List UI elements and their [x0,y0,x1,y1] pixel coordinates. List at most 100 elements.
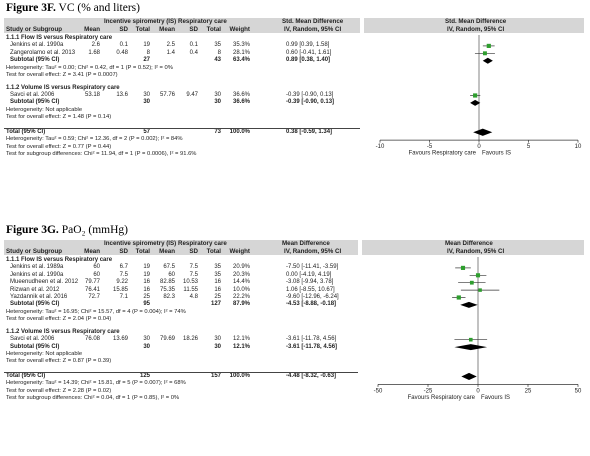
x-axis-tick-label: -50 [374,388,383,394]
study-sd-is: 13.6 [116,91,128,98]
study-mean-is: 72.7 [88,294,100,300]
subtotal-total-is: 30 [143,343,150,350]
study-total-is: 16 [143,279,150,286]
study-sd-is: 0.1 [119,42,128,49]
study-name: Rizwan et al. 2012 [10,286,60,293]
study-sd-rc: 0.1 [189,42,198,49]
subtotal-effect-ci: -0.39 [-0.90, 0.13] [286,99,335,106]
study-name: Jenkins et al. 1990a [10,271,64,278]
forest-plot-area: -10 -5 0 5 10 Favours Respiratory care Favours… [376,35,582,157]
column-header-total: Total [135,248,150,255]
group1-header: Incentive spirometry (IS) [104,18,177,25]
effect-subheader: IV, Random, 95% CI [284,26,342,33]
study-point-estimate [468,337,473,342]
study-total-is: 25 [143,294,150,300]
x-axis-tick-label: 0 [476,388,480,394]
subtotal-total-rc: 30 [214,343,221,350]
x-axis-tick-label: -10 [376,144,385,150]
subtotal-total-rc: 30 [214,99,221,106]
total-note: Heterogeneity: Tau² = 0.59; Chi² = 12.36… [6,136,183,143]
total-note: Test for subgroup differences: Chi² = 11… [6,150,197,157]
study-weight: 20.9% [232,264,250,271]
study-point-estimate [473,93,478,98]
subtotal-diamond [460,301,478,308]
study-point-estimate [469,280,474,285]
subgroup-note: Heterogeneity: Tau² = 0.00; Chi² = 0.42,… [6,64,173,71]
study-weight: 35.3% [232,42,250,49]
subtotal-weight: 12.1% [232,343,250,350]
study-total-rc: 35 [214,271,221,278]
study-mean-rc: 79.69 [159,336,175,343]
study-mean-is: 60 [93,271,100,278]
study-point-estimate [475,273,481,278]
subtotal-diamond [454,344,488,351]
x-axis: -10 -5 0 5 10 Favours Respiratory care Favours… [376,139,582,157]
column-header-sd: SD [189,26,198,33]
study-header: Study or Subgroup [6,26,63,33]
study-mean-rc: 57.76 [159,91,175,98]
study-effect-ci: -3.61 [-11.78, 4.56] [286,336,337,343]
subgroup-note: Test for overall effect: Z = 0.87 (P = 0… [6,358,112,365]
study-mean-rc: 67.5 [163,264,175,271]
x-axis-tick-label: -25 [424,388,433,394]
subtotal-weight: 87.9% [232,301,250,308]
study-effect-ci: 1.06 [-8.55, 10.67] [286,286,335,293]
study-total-is: 30 [143,91,150,98]
study-point-estimate [456,295,461,300]
study-sd-rc: 9.47 [186,91,198,98]
study-mean-is: 53.18 [84,91,100,98]
subgroup-title: 1.1.1 Flow IS versus Respiratory care [6,257,113,263]
study-total-rc: 25 [214,294,221,300]
subtotal-label: Subtotal (95% CI) [10,343,60,350]
study-mean-is: 1.68 [88,49,100,56]
study-total-is: 19 [143,264,150,271]
total-weight: 100.0% [229,128,250,135]
subgroup-note: Test for overall effect: Z = 1.48 (P = 0… [6,114,112,121]
study-total-rc: 30 [214,91,221,98]
study-name: Savci et al. 2006 [10,91,55,98]
column-header-total: Total [206,248,221,255]
study-sd-rc: 11.55 [183,286,198,293]
group2-header: Respiratory care [178,18,227,25]
study-mean-rc: 82.85 [159,279,175,286]
study-weight: 36.6% [232,91,250,98]
study-sd-rc: 4.8 [189,294,198,300]
study-point-estimate [482,51,487,56]
study-mean-is: 76.08 [84,336,100,343]
figure-title-number: Figure 3F. [6,2,56,14]
column-header-sd: SD [189,248,198,255]
study-point-estimate [486,43,491,48]
study-name: Jenkins et al. 1989a [10,264,64,271]
subtotal-diamond [470,99,481,106]
column-header-weight: Weight [229,248,250,255]
subtotal-label: Subtotal (95% CI) [10,99,60,106]
study-name: Zangerolamo et al. 2013 [10,49,76,56]
study-total-rc: 35 [214,42,221,49]
study-weight: 28.1% [232,49,250,56]
favours-left-label: Favours Respiratory care [409,151,477,157]
study-total-rc: 30 [214,336,221,343]
forest-plot-area: -50 -25 0 25 50 Favours Respiratory care Favou… [374,257,582,401]
study-total-is: 8 [146,49,150,56]
total-n-is: 125 [139,372,150,379]
total-n-rc: 157 [210,372,221,379]
figure-title-outcome: PaO₂ (mmHg) [58,224,128,236]
study-sd-is: 15.85 [112,286,128,293]
column-header-mean: Mean [159,248,175,255]
effect-header: Std. Mean Difference [282,18,344,25]
subgroup-title: 1.1.1 Flow IS versus Respiratory care [6,35,113,41]
total-label: Total (95% CI) [6,128,46,135]
column-header-weight: Weight [229,26,250,33]
study-sd-rc: 10.53 [182,279,198,286]
study-weight: 22.2% [232,294,250,300]
study-mean-is: 60 [93,264,100,271]
study-weight: 20.3% [232,271,250,278]
total-diamond [461,372,477,381]
figure-title-outcome: VC (% and liters) [55,2,140,14]
study-weight: 12.1% [232,336,250,343]
column-header-total: Total [135,26,150,33]
study-mean-rc: 82.3 [163,294,175,300]
study-total-is: 30 [143,336,150,343]
total-diamond [473,128,493,136]
subtotal-label: Subtotal (95% CI) [10,57,60,64]
